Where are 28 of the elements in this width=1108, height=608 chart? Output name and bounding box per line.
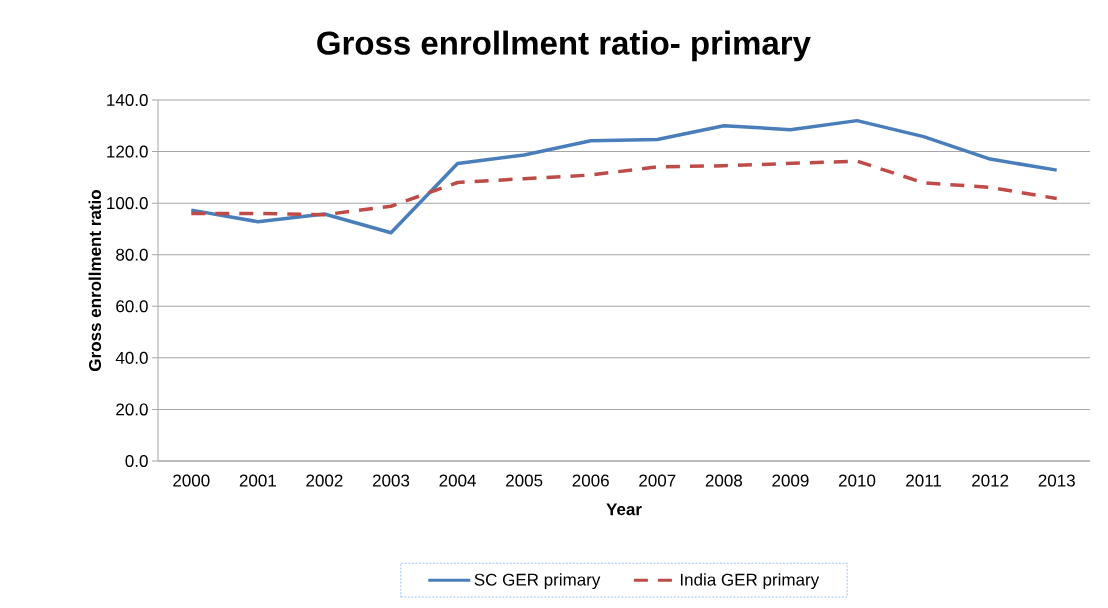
x-tick-label: 2004 <box>439 474 476 487</box>
x-tick-label: 2002 <box>306 474 343 487</box>
y-tick-label: 120.0 <box>107 145 148 158</box>
x-axis-title: Year <box>606 503 642 516</box>
x-tick-label: 2005 <box>506 474 543 487</box>
x-tick-label: 2010 <box>838 474 876 487</box>
x-tick-label: 2003 <box>372 474 410 487</box>
y-tick-label: 0.0 <box>125 454 148 468</box>
x-tick-label: 2011 <box>906 474 942 487</box>
y-tick-label: 20.0 <box>116 403 148 416</box>
y-tick-label: 40.0 <box>115 351 148 364</box>
legend-label: SC GER primary <box>474 573 601 590</box>
y-tick-label: 60.0 <box>116 300 148 313</box>
x-tick-label: 2000 <box>173 474 210 487</box>
x-tick-label: 2006 <box>572 474 609 487</box>
y-tick-label: 100.0 <box>107 197 148 210</box>
chart-title: Gross enrollment ratio- primary <box>317 30 811 62</box>
x-tick-label: 2012 <box>972 474 1009 487</box>
y-tick-label: 80.0 <box>116 248 148 261</box>
y-tick-label: 140.0 <box>107 93 148 107</box>
x-tick-label: 2001 <box>239 474 276 487</box>
x-tick-label: 2007 <box>639 474 676 487</box>
legend-label: India GER primary <box>680 573 820 590</box>
x-tick-label: 2013 <box>1038 474 1075 487</box>
y-axis-title: Gross enrollment ratio <box>88 190 102 371</box>
x-tick-label: 2009 <box>772 474 809 487</box>
x-tick-label: 2008 <box>705 474 743 487</box>
line-series <box>189 118 1059 235</box>
